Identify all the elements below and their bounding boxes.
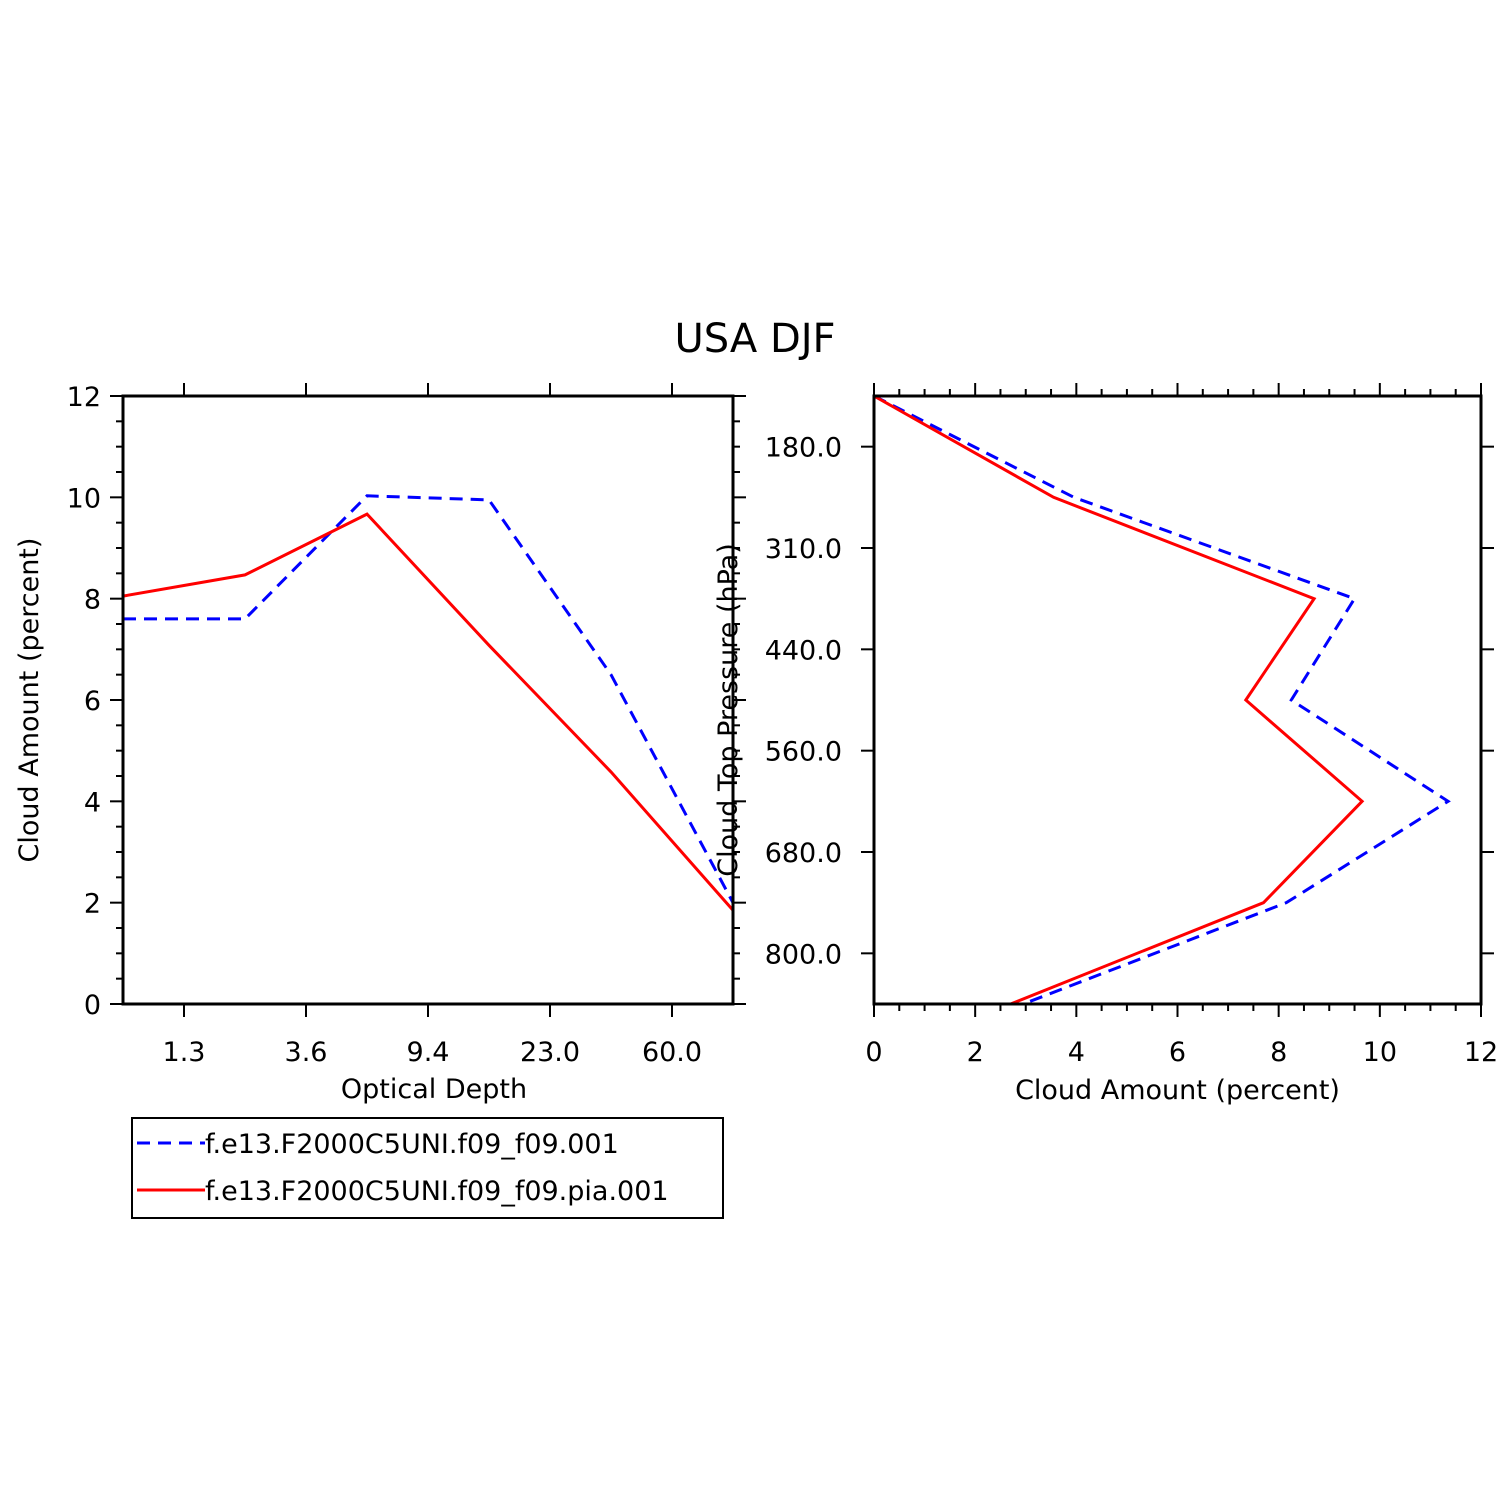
right-y-tick-label: 180.0 — [765, 433, 842, 464]
legend-label-solid: f.e13.F2000C5UNI.f09_f09.pia.001 — [205, 1176, 669, 1207]
figure-title: USA DJF — [674, 316, 835, 362]
left-y-tick-label: 12 — [67, 382, 101, 413]
right-y-tick-label: 680.0 — [765, 838, 842, 869]
right-y-tick-label: 310.0 — [765, 534, 842, 565]
right-x-tick-label: 4 — [1068, 1037, 1085, 1068]
left-y-tick-label: 2 — [84, 889, 101, 920]
legend: f.e13.F2000C5UNI.f09_f09.001 f.e13.F2000… — [131, 1117, 724, 1219]
right-y-axis-label: Cloud Top Pressure (hPa) — [713, 543, 744, 877]
right-y-tick-label: 800.0 — [765, 939, 842, 970]
left-y-tick-label: 4 — [84, 787, 101, 818]
right-series-dashed — [873, 394, 1451, 1006]
right-y-tick-label: 560.0 — [765, 737, 842, 768]
right-x-axis-label: Cloud Amount (percent) — [1015, 1075, 1340, 1106]
left-x-axis-label: Optical Depth — [341, 1074, 527, 1105]
left-x-tick-label: 1.3 — [163, 1037, 206, 1068]
right-x-tick-label: 10 — [1363, 1037, 1397, 1068]
right-x-tick-label: 8 — [1270, 1037, 1287, 1068]
left-x-tick-label: 60.0 — [642, 1037, 702, 1068]
left-x-tick-label: 3.6 — [285, 1037, 328, 1068]
right-x-tick-label: 2 — [967, 1037, 984, 1068]
right-series-solid — [873, 394, 1365, 1006]
left-y-tick-label: 0 — [84, 990, 101, 1021]
left-series-solid — [122, 512, 735, 912]
right-y-tick-label: 440.0 — [765, 635, 842, 666]
right-chart-cloud-top-pressure: 0 2 4 6 8 10 12 180.0 310.0 440.0 560.0 680.0 800.0 C… — [713, 383, 1498, 1106]
right-x-tick-label: 6 — [1169, 1037, 1186, 1068]
left-chart-optical-depth: 0 2 4 6 8 10 12 1.3 3.6 9.4 23.0 60.0 Optical Depth C… — [14, 382, 746, 1105]
legend-label-dashed: f.e13.F2000C5UNI.f09_f09.001 — [205, 1129, 619, 1160]
left-y-tick-label: 8 — [84, 585, 101, 616]
left-y-axis-label: Cloud Amount (percent) — [14, 538, 45, 863]
right-x-tick-label: 0 — [865, 1037, 882, 1068]
legend-box — [131, 1117, 724, 1219]
left-series-dashed — [123, 494, 735, 904]
left-x-tick-label: 9.4 — [407, 1037, 450, 1068]
left-y-tick-label: 10 — [67, 483, 101, 514]
left-y-tick-label: 6 — [84, 686, 101, 717]
left-x-tick-label: 23.0 — [520, 1037, 580, 1068]
right-x-tick-label: 12 — [1464, 1037, 1498, 1068]
